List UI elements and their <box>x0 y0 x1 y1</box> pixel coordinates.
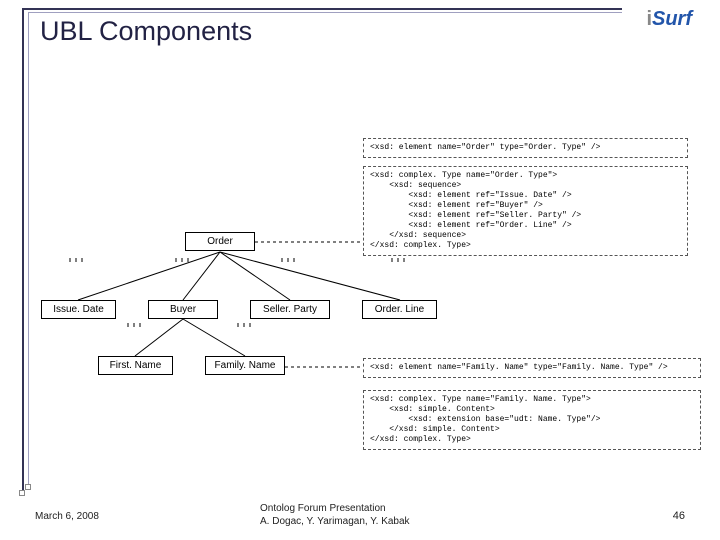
frame-left-inner <box>28 12 29 487</box>
code-element-familyname: <xsd: element name="Family. Name" type="… <box>363 358 701 378</box>
corner-square-icon <box>19 490 25 496</box>
node-order: Order <box>185 232 255 251</box>
code-complextype-order: <xsd: complex. Type name="Order. Type"> … <box>363 166 688 256</box>
code-complextype-familyname: <xsd: complex. Type name="Family. Name. … <box>363 390 701 450</box>
page-title: UBL Components <box>40 16 252 47</box>
logo: iSurf <box>646 8 692 31</box>
connectors <box>0 0 720 540</box>
node-seller-party: Seller. Party <box>250 300 330 319</box>
node-buyer: Buyer <box>148 300 218 319</box>
node-issue-date: Issue. Date <box>41 300 116 319</box>
footer-date: March 6, 2008 <box>35 511 99 522</box>
corner-square-icon <box>25 484 31 490</box>
code-element-order: <xsd: element name="Order" type="Order. … <box>363 138 688 158</box>
node-first-name: First. Name <box>98 356 173 375</box>
footer-center: Ontolog Forum Presentation A. Dogac, Y. … <box>260 502 410 528</box>
frame-left-outer <box>22 8 24 493</box>
logo-text: Surf <box>652 8 692 30</box>
node-family-name: Family. Name <box>205 356 285 375</box>
footer-page: 46 <box>673 510 685 522</box>
node-order-line: Order. Line <box>362 300 437 319</box>
